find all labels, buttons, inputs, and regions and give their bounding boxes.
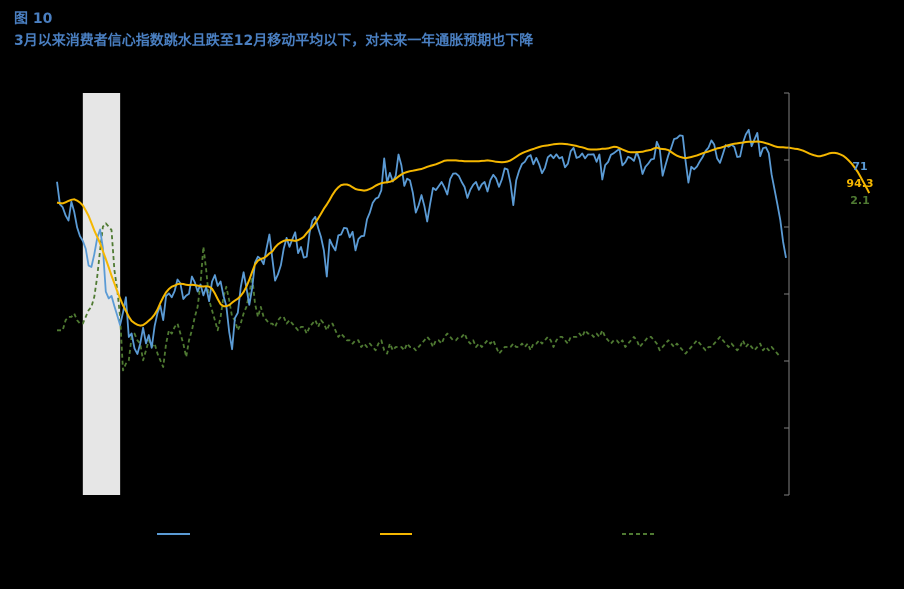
end-label-confidence: 71 — [852, 160, 867, 173]
chart-title: 3月以来消费者信心指数跳水且跌至12月移动平均以下，对未来一年通胀预期也下降 — [14, 33, 534, 49]
series-line-moving-avg — [56, 140, 871, 327]
end-label-inflation: 2.1 — [850, 194, 870, 207]
figure-label: 图 10 — [14, 11, 53, 27]
series-line-confidence — [56, 128, 787, 355]
end-label-moving-avg: 94.3 — [846, 177, 873, 190]
series-line-inflation — [57, 222, 781, 372]
recession-shade — [82, 93, 121, 495]
